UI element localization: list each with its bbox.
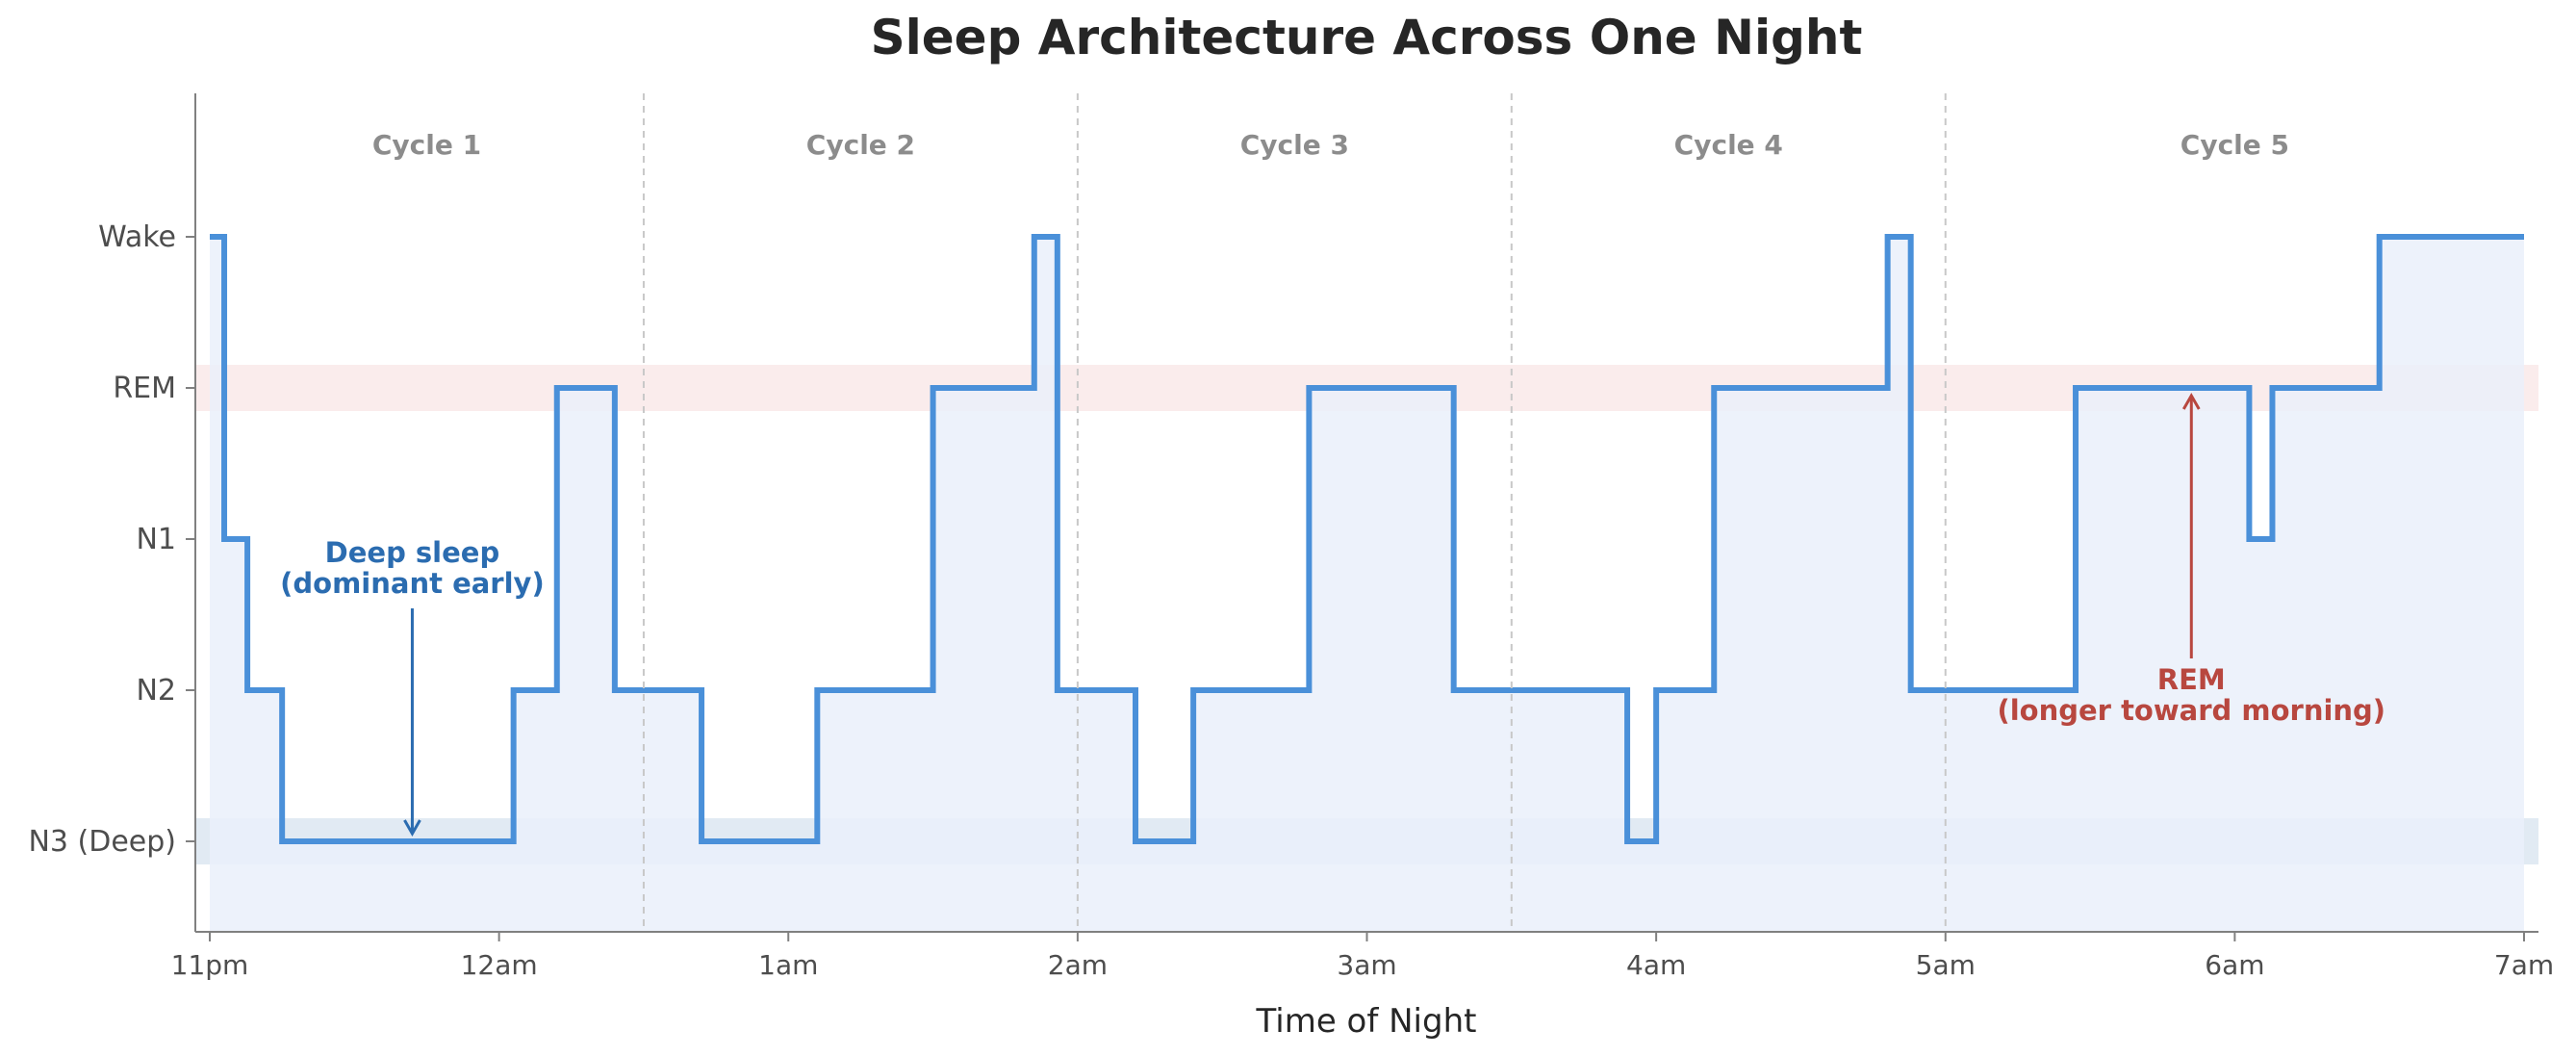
- annotation-1-arrow-head: [403, 819, 421, 837]
- y-tick-label-0: N3 (Deep): [28, 825, 176, 859]
- cycle-label-3: Cycle 3: [1240, 129, 1349, 161]
- x-tick-label-7: 6am: [2205, 949, 2264, 981]
- chart-title: Sleep Architecture Across One Night: [871, 10, 1863, 65]
- y-tick-label-4: Wake: [98, 220, 176, 254]
- x-tick-label-3: 2am: [1048, 949, 1108, 981]
- series-line: [210, 234, 2524, 844]
- annotation-2-arrow-head: [2181, 392, 2201, 410]
- x-tick-label-1: 12am: [461, 949, 538, 981]
- y-tick-label-1: N2: [136, 674, 176, 708]
- annotation-2-line-2: (longer toward morning): [1997, 694, 2385, 727]
- x-tick-label-8: 7am: [2494, 949, 2554, 981]
- cycle-label-4: Cycle 4: [1674, 129, 1783, 161]
- x-tick-label-0: 11pm: [171, 949, 249, 981]
- y-tick-label-3: REM: [113, 372, 176, 405]
- x-tick-label-2: 1am: [758, 949, 818, 981]
- cycle-label-2: Cycle 2: [806, 129, 915, 161]
- annotation-2-line-1: REM: [2157, 663, 2226, 696]
- x-tick-label-6: 5am: [1916, 949, 1976, 981]
- cycle-label-1: Cycle 1: [372, 129, 481, 161]
- annotation-1-line-2: (dominant early): [280, 567, 545, 600]
- annotation-2-text: REM (longer toward morning): [1997, 663, 2385, 727]
- annotation-1-text: Deep sleep (dominant early): [280, 536, 545, 600]
- y-tick-label-2: N1: [136, 523, 176, 556]
- x-tick-label-4: 3am: [1337, 949, 1396, 981]
- cycle-label-5: Cycle 5: [2181, 129, 2289, 161]
- x-axis-label: Time of Night: [1256, 1002, 1477, 1041]
- x-tick-label-5: 4am: [1626, 949, 1686, 981]
- annotation-1-line-1: Deep sleep: [325, 536, 500, 569]
